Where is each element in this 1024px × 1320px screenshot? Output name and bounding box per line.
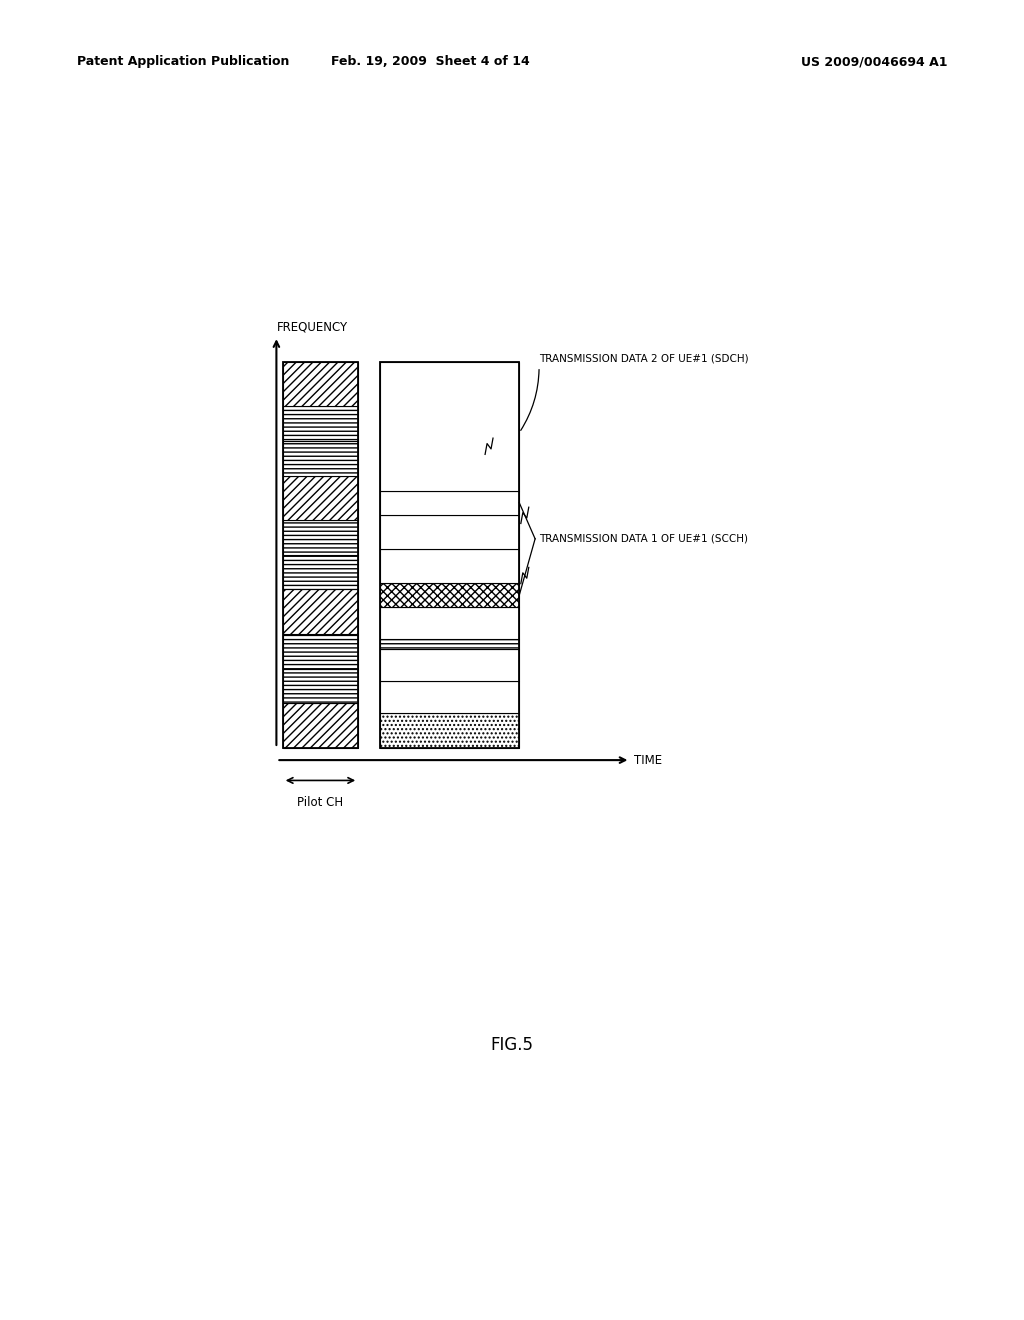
Text: US 2009/0046694 A1: US 2009/0046694 A1 (801, 55, 947, 69)
Bar (380, 681, 519, 714)
Bar (283, 520, 358, 554)
Text: TIME: TIME (634, 754, 663, 767)
Text: FIG.5: FIG.5 (490, 1036, 534, 1055)
Bar (283, 589, 358, 634)
Bar (283, 634, 358, 669)
Bar (283, 704, 358, 748)
Text: TRANSMISSION DATA 1 OF UE#1 (SCCH): TRANSMISSION DATA 1 OF UE#1 (SCCH) (539, 533, 749, 544)
Bar (380, 362, 519, 491)
Bar (283, 669, 358, 704)
Bar (380, 549, 519, 583)
Bar (380, 714, 519, 748)
Text: Feb. 19, 2009  Sheet 4 of 14: Feb. 19, 2009 Sheet 4 of 14 (331, 55, 529, 69)
Bar (380, 491, 519, 515)
Text: Pilot CH: Pilot CH (297, 796, 343, 809)
Text: FREQUENCY: FREQUENCY (276, 321, 347, 333)
Bar (380, 649, 519, 681)
Bar (380, 515, 519, 549)
Bar (283, 441, 358, 475)
Text: Patent Application Publication: Patent Application Publication (77, 55, 289, 69)
Bar (380, 362, 519, 748)
Text: TRANSMISSION DATA 2 OF UE#1 (SDCH): TRANSMISSION DATA 2 OF UE#1 (SDCH) (539, 354, 749, 364)
Bar (380, 583, 519, 607)
Bar (380, 639, 519, 649)
Bar (283, 475, 358, 520)
Bar (283, 362, 358, 407)
Bar (380, 607, 519, 639)
Bar (283, 407, 358, 441)
Bar (283, 362, 358, 748)
Bar (283, 554, 358, 589)
